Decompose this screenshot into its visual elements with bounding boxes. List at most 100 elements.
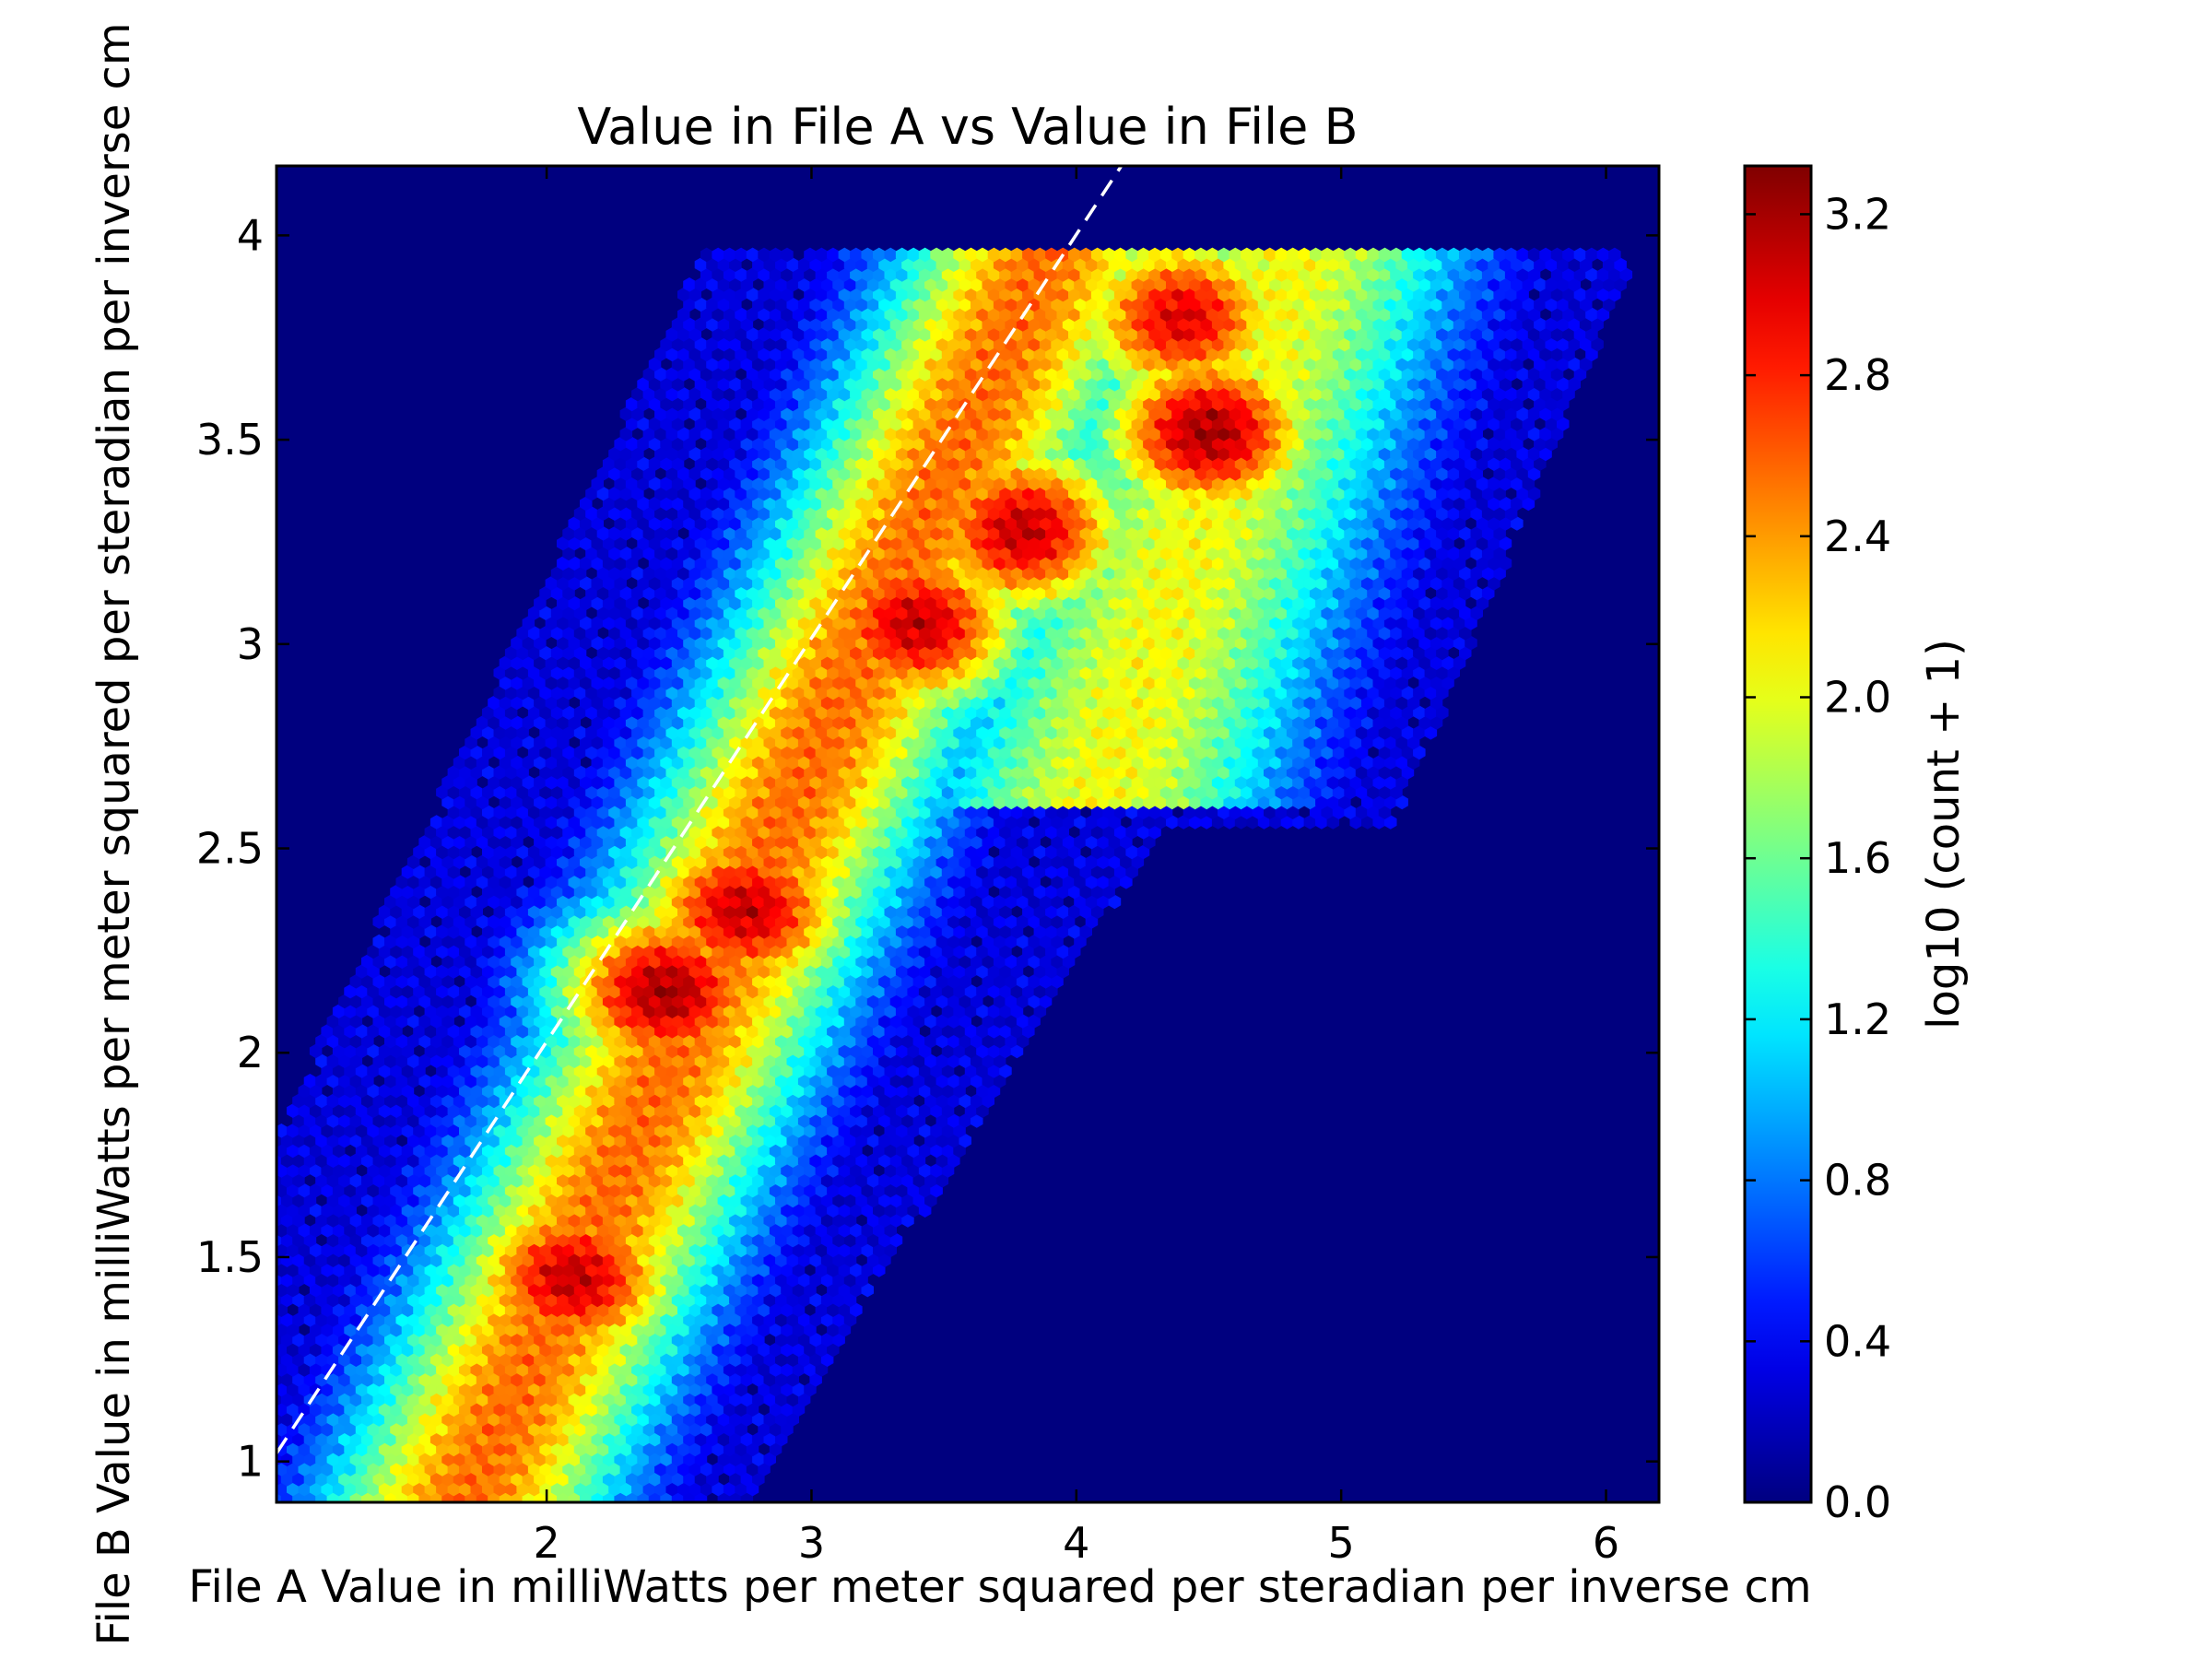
hexbin-cell — [447, 1362, 461, 1377]
hexbin-cell — [573, 1242, 587, 1258]
hexbin-cell — [424, 1362, 438, 1377]
hexbin-cell — [735, 1362, 747, 1377]
hexbin-cell — [729, 1253, 742, 1267]
hexbin-cell — [729, 1412, 742, 1427]
hexbin-cell — [287, 1203, 300, 1218]
hexbin-cell — [735, 1302, 747, 1317]
hexbin-cell — [740, 1452, 754, 1466]
hexbin-cell — [677, 1302, 690, 1317]
hexbin-cell — [671, 1312, 685, 1327]
hexbin-cell — [580, 1332, 593, 1347]
hexbin-cell — [309, 1422, 323, 1437]
hexbin-cell — [580, 1452, 593, 1466]
hexbin-cell — [264, 1422, 276, 1437]
hexbin-cell — [654, 1441, 667, 1457]
hexbin-cell — [815, 1302, 829, 1317]
hexbin-cell — [717, 1253, 731, 1267]
hexbin-cell — [309, 1203, 323, 1218]
hexbin-cell — [406, 1431, 420, 1447]
hexbin-cell — [786, 1273, 799, 1288]
hexbin-cell — [596, 1342, 610, 1358]
hexbin-cell — [740, 1372, 754, 1387]
hexbin-cell — [631, 1263, 644, 1277]
hexbin-cell — [550, 1223, 564, 1238]
hexbin-cell — [441, 1412, 454, 1427]
hexbin-cell — [447, 1282, 461, 1298]
hexbin-cell — [723, 1263, 736, 1277]
hexbin-cell — [843, 1253, 857, 1267]
hexbin-cell — [355, 1481, 369, 1497]
hexbin-cell — [671, 1273, 685, 1288]
hexbin-cell — [827, 1263, 840, 1277]
hexbin-cell — [447, 1462, 461, 1477]
hexbin-cell — [321, 1263, 334, 1277]
hexbin-cell — [585, 1481, 598, 1497]
hexbin-cell — [367, 1362, 380, 1377]
hexbin-cell — [499, 1193, 512, 1208]
hexbin-cell — [723, 1362, 736, 1377]
hexbin-cell — [740, 1312, 754, 1327]
hexbin-cell — [338, 1392, 351, 1407]
hexbin-cell — [557, 1392, 570, 1407]
hexbin-cell — [729, 1292, 742, 1308]
hexbin-cell — [321, 1481, 334, 1497]
hexbin-cell — [395, 1232, 408, 1248]
hexbin-cell — [355, 1242, 369, 1258]
hexbin-cell — [752, 1273, 765, 1288]
hexbin-cell — [276, 1422, 288, 1437]
hexbin-cell — [614, 1352, 627, 1367]
hexbin-cell — [453, 1392, 466, 1407]
hexbin-cell — [889, 1232, 903, 1248]
hexbin-cell — [493, 1402, 506, 1417]
hexbin-cell — [447, 1342, 461, 1358]
hexbin-cell — [694, 1372, 708, 1387]
hexbin-cell — [384, 1312, 397, 1327]
hexbin-cell — [303, 1273, 317, 1288]
hexbin-cell — [614, 1232, 627, 1248]
hexbin-cell — [441, 1372, 454, 1387]
hexbin-cell — [378, 1362, 392, 1377]
hexbin-cell — [298, 1422, 311, 1437]
hexbin-cell — [539, 1441, 552, 1457]
hexbin-cell — [723, 1323, 736, 1337]
hexbin-cell — [470, 1422, 483, 1437]
hexbin-cell — [746, 1223, 759, 1238]
hexbin-cell — [436, 1441, 449, 1457]
hexbin-cell — [401, 1263, 415, 1277]
hexbin-cell — [735, 1223, 747, 1238]
hexbin-cell — [602, 1312, 616, 1327]
hexbin-cell — [591, 1372, 604, 1387]
hexbin-cell — [378, 1382, 392, 1397]
hexbin-cell — [878, 1232, 891, 1248]
hexbin-cell — [660, 1312, 673, 1327]
hexbin-cell — [585, 1362, 598, 1377]
hexbin-cell — [642, 1302, 656, 1317]
hexbin-cell — [384, 1472, 397, 1487]
hexbin-cell — [550, 1402, 564, 1417]
hexbin-cell — [729, 1452, 742, 1466]
hexbin-cell — [349, 1253, 363, 1267]
hexbin-cell — [580, 1372, 593, 1387]
hexbin-cell — [539, 1302, 552, 1317]
hexbin-cell — [344, 1362, 357, 1377]
hexbin-cell — [441, 1312, 454, 1327]
hexbin-cell — [447, 1223, 461, 1238]
hexbin-cell — [332, 1323, 346, 1337]
hexbin-cell — [706, 1213, 719, 1228]
hexbin-cell — [596, 1362, 610, 1377]
hexbin-cell — [866, 1213, 880, 1228]
hexbin-cell — [729, 1232, 742, 1248]
hexbin-cell — [447, 1323, 461, 1337]
hexbin-cell — [735, 1422, 747, 1437]
hexbin-cell — [429, 1253, 443, 1267]
hexbin-cell — [276, 1223, 288, 1238]
hexbin-cell — [516, 1203, 529, 1218]
hexbin-cell — [447, 1263, 461, 1277]
hexbin-cell — [781, 1362, 794, 1377]
hexbin-cell — [309, 1223, 323, 1238]
hexbin-cell — [637, 1352, 650, 1367]
hexbin-cell — [298, 1242, 311, 1258]
hexbin-cell — [677, 1402, 690, 1417]
hexbin-cell — [332, 1422, 346, 1437]
hexbin-cell — [809, 1352, 822, 1367]
